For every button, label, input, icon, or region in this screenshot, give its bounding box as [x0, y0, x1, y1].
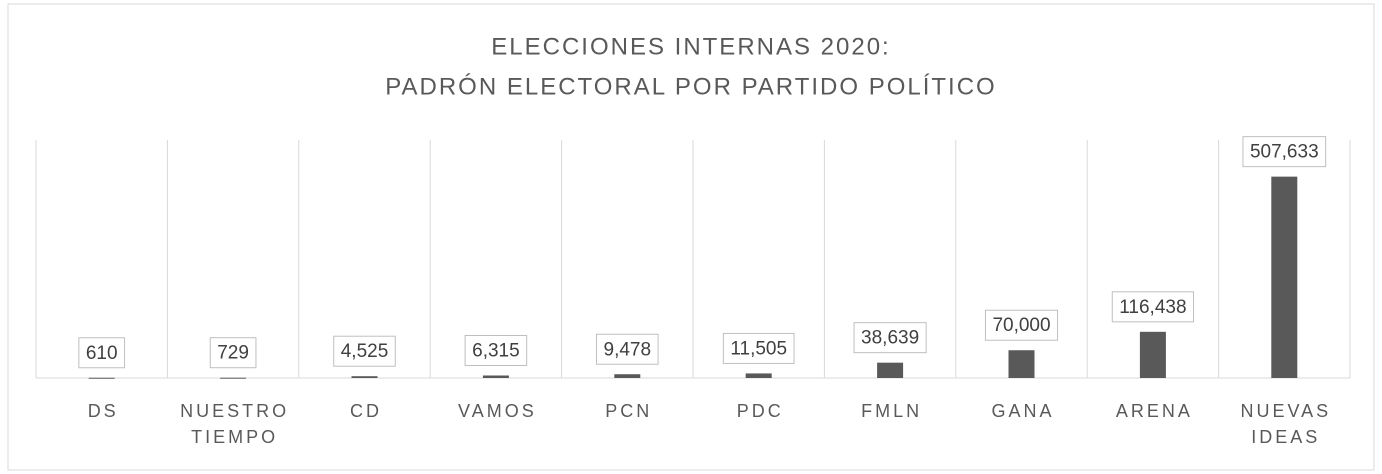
data-label-box — [78, 337, 126, 369]
data-label-box — [596, 333, 659, 365]
bar — [88, 377, 115, 379]
data-label: 6,315 — [472, 341, 520, 362]
x-tick-label: GANA — [991, 401, 1054, 421]
data-label-box — [1242, 136, 1327, 168]
data-label: 4,525 — [341, 341, 389, 362]
data-label-box — [722, 332, 795, 364]
x-tick-label: FMLN — [861, 401, 922, 421]
x-tick-label: PDC — [737, 401, 784, 421]
data-label: 729 — [217, 343, 249, 364]
bar — [1139, 331, 1166, 378]
data-label-box — [1111, 291, 1195, 323]
data-label-box — [209, 337, 257, 369]
x-tick-label: NUESTRO TIEMPO — [180, 401, 289, 447]
x-tick-label: PCN — [605, 401, 652, 421]
chart-title: PADRÓN ELECTORAL POR PARTIDO POLÍTICO — [385, 73, 996, 100]
data-label: 610 — [86, 343, 118, 364]
data-label-box — [464, 334, 528, 366]
x-tick-label: CD — [350, 401, 382, 421]
data-label: 70,000 — [992, 315, 1050, 336]
data-label: 38,639 — [861, 328, 919, 349]
x-tick-label: DS — [88, 401, 119, 421]
x-tick-label: ARENA — [1116, 401, 1193, 421]
bar — [1271, 176, 1298, 378]
data-label-box — [984, 309, 1059, 341]
bar — [1008, 350, 1035, 378]
bar — [877, 362, 904, 378]
x-tick-label: NUEVAS IDEAS — [1240, 401, 1331, 447]
data-label: 9,478 — [604, 339, 652, 360]
bar — [482, 375, 509, 378]
bar — [614, 374, 641, 378]
data-label-box — [853, 322, 927, 354]
data-label: 116,438 — [1119, 297, 1186, 318]
data-label: 507,633 — [1250, 142, 1319, 163]
bar — [351, 376, 378, 378]
chart-border — [7, 3, 1375, 471]
data-label: 11,505 — [730, 338, 787, 359]
bar — [220, 377, 247, 379]
data-label-box — [333, 335, 396, 367]
x-tick-label: VAMOS — [458, 401, 537, 421]
bar — [745, 373, 772, 378]
chart-title: ELECCIONES INTERNAS 2020: — [491, 33, 890, 60]
